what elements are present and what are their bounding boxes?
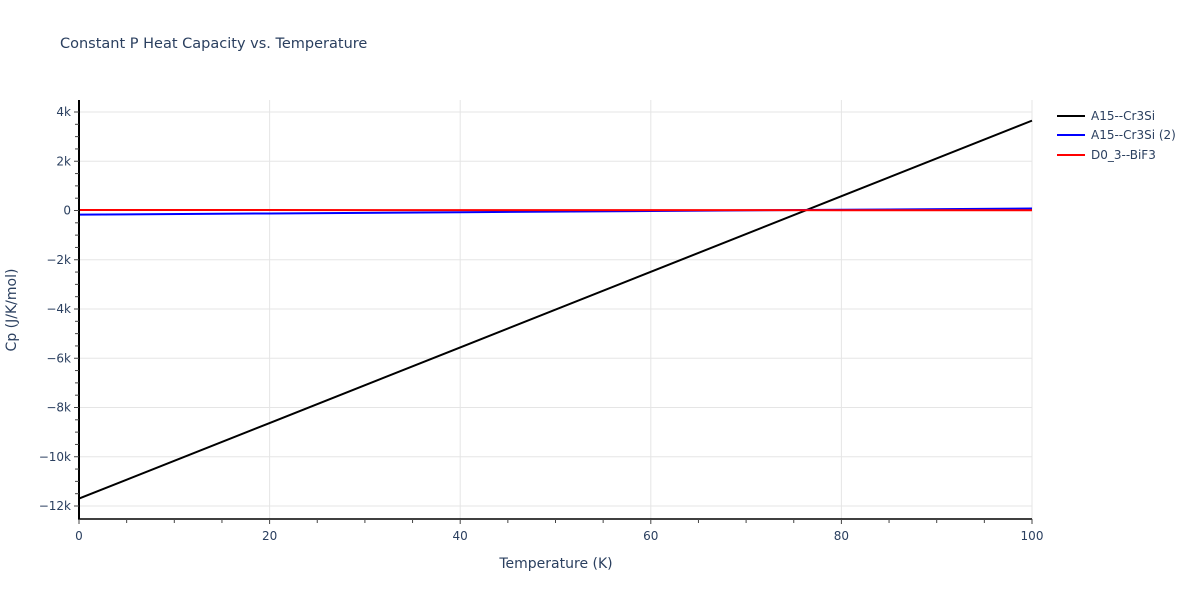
x-tick-label: 40 [453,529,468,543]
x-tick-label: 80 [834,529,849,543]
y-tick-label: −6k [46,351,71,365]
data-traces [78,119,1033,500]
y-tick-label: 2k [56,154,71,168]
y-tick-label: −8k [46,401,71,415]
y-axis-title: Cp (J/K/mol) [4,269,20,352]
x-tick-label: 20 [262,529,277,543]
legend-label: A15--Cr3Si (2) [1091,128,1176,143]
chart-title: Constant P Heat Capacity vs. Temperature [60,36,368,52]
legend: A15--Cr3Si A15--Cr3Si (2) D0_3--BiF3 [1057,106,1176,165]
legend-line-swatch-icon [1057,114,1085,117]
x-tick-label: 60 [643,529,658,543]
axes: 4k 2k 0 −2k −4k −6k −8k −10k −12k 0 20 40 60 80 100 [39,100,1044,543]
legend-item[interactable]: A15--Cr3Si [1057,106,1176,126]
x-tick-label: 0 [75,529,83,543]
legend-label: D0_3--BiF3 [1091,147,1156,162]
y-tick-label: −4k [46,302,71,316]
trace-a15-cr3si[interactable] [78,119,1033,500]
y-tick-label: −10k [39,450,71,464]
y-tick-label: 0 [63,204,71,218]
legend-item[interactable]: D0_3--BiF3 [1057,145,1176,165]
x-axis-title: Temperature (K) [498,556,612,572]
y-tick-label: −12k [39,499,71,513]
y-tick-label: −2k [46,253,71,267]
legend-item[interactable]: A15--Cr3Si (2) [1057,126,1176,146]
legend-line-swatch-icon [1057,134,1085,137]
y-tick-label: 4k [56,105,71,119]
legend-label: A15--Cr3Si [1091,108,1156,123]
x-tick-label: 100 [1021,529,1044,543]
legend-line-swatch-icon [1057,153,1085,156]
